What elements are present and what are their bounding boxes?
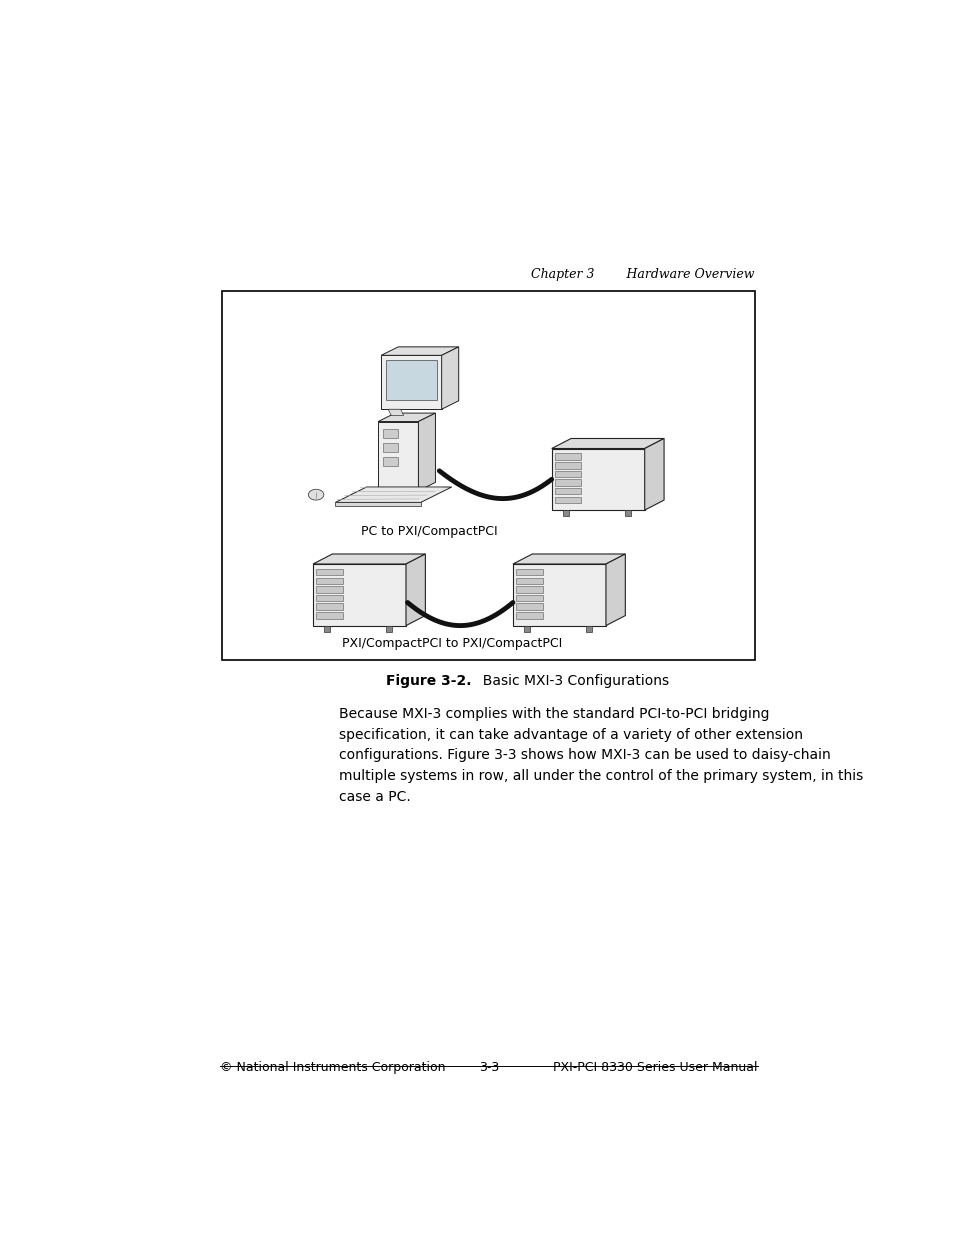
Polygon shape: [555, 453, 580, 459]
Polygon shape: [513, 564, 605, 626]
Polygon shape: [388, 409, 403, 415]
Polygon shape: [585, 626, 592, 632]
Polygon shape: [315, 613, 342, 619]
Polygon shape: [313, 564, 406, 626]
Text: Figure 3-2.: Figure 3-2.: [386, 674, 472, 688]
Polygon shape: [555, 471, 580, 477]
Polygon shape: [644, 438, 663, 510]
Polygon shape: [323, 626, 330, 632]
Polygon shape: [516, 578, 542, 584]
Polygon shape: [555, 462, 580, 468]
Polygon shape: [555, 479, 580, 485]
Polygon shape: [377, 421, 418, 490]
Polygon shape: [624, 510, 630, 516]
Polygon shape: [335, 503, 420, 506]
Polygon shape: [418, 412, 435, 490]
Polygon shape: [315, 604, 342, 610]
Polygon shape: [381, 356, 441, 409]
Text: © National Instruments Corporation: © National Instruments Corporation: [220, 1061, 445, 1073]
Ellipse shape: [308, 489, 323, 500]
Polygon shape: [315, 569, 342, 576]
Text: PXI-PCI 8330 Series User Manual: PXI-PCI 8330 Series User Manual: [553, 1061, 757, 1073]
Polygon shape: [441, 347, 458, 409]
Polygon shape: [381, 347, 458, 356]
Polygon shape: [516, 613, 542, 619]
Text: 3-3: 3-3: [478, 1061, 498, 1073]
Polygon shape: [555, 496, 580, 503]
Polygon shape: [551, 448, 644, 510]
Polygon shape: [406, 555, 425, 626]
Polygon shape: [513, 555, 624, 564]
Bar: [221, 290, 754, 661]
Polygon shape: [315, 595, 342, 601]
Polygon shape: [382, 457, 397, 466]
Polygon shape: [516, 569, 542, 576]
Text: Chapter 3        Hardware Overview: Chapter 3 Hardware Overview: [531, 268, 754, 280]
Text: Because MXI-3 complies with the standard PCI-to-PCI bridging
specification, it c: Because MXI-3 complies with the standard…: [338, 708, 862, 804]
Polygon shape: [551, 438, 663, 448]
Polygon shape: [382, 430, 397, 438]
Text: PC to PXI/CompactPCI: PC to PXI/CompactPCI: [360, 526, 497, 538]
Polygon shape: [523, 626, 530, 632]
Polygon shape: [313, 555, 425, 564]
Polygon shape: [377, 412, 435, 421]
Polygon shape: [382, 443, 397, 452]
Polygon shape: [386, 626, 392, 632]
Polygon shape: [516, 604, 542, 610]
Polygon shape: [516, 587, 542, 593]
Polygon shape: [385, 359, 436, 400]
Text: PXI/CompactPCI to PXI/CompactPCI: PXI/CompactPCI to PXI/CompactPCI: [342, 637, 562, 650]
Text: Basic MXI-3 Configurations: Basic MXI-3 Configurations: [474, 674, 669, 688]
Polygon shape: [555, 488, 580, 494]
Polygon shape: [562, 510, 568, 516]
Polygon shape: [516, 595, 542, 601]
Polygon shape: [335, 487, 452, 503]
Polygon shape: [605, 555, 624, 626]
Polygon shape: [315, 587, 342, 593]
Polygon shape: [315, 578, 342, 584]
